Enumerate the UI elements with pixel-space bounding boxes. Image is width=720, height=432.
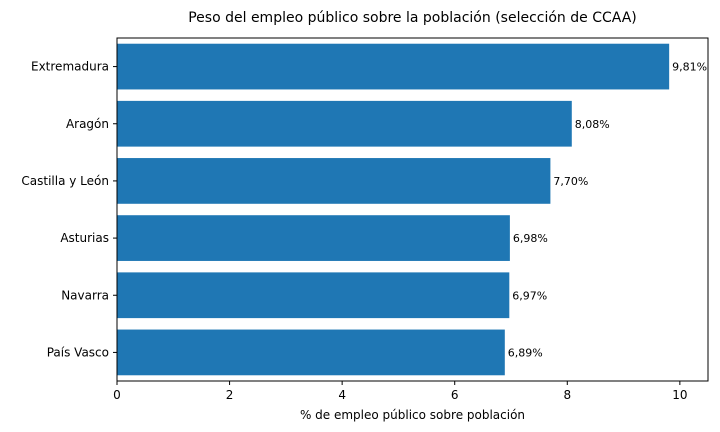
y-axis: Extremadura Aragón Castilla y León Asturias… (21, 60, 117, 359)
y-tick-label: País Vasco (47, 345, 109, 359)
x-tick-label: 0 (113, 388, 121, 402)
y-tick-label: Extremadura (31, 60, 109, 74)
y-tick-label: Aragón (66, 117, 109, 131)
y-tick-label: Asturias (60, 231, 109, 245)
x-tick-label: 6 (451, 388, 459, 402)
bar (117, 43, 670, 90)
x-tick-label: 2 (226, 388, 234, 402)
bar (117, 215, 510, 261)
data-labels-group: 9,81% 8,08% 7,70% 6,98% 6,97% 6,89% (508, 61, 707, 360)
x-tick-label: 4 (338, 388, 346, 402)
bars-group (117, 43, 670, 376)
x-tick-label: 10 (672, 388, 687, 402)
x-axis: 0 2 4 6 8 10 (113, 381, 687, 402)
bar (117, 158, 551, 204)
plot-frame (116, 37, 709, 382)
y-tick-label: Navarra (61, 288, 109, 302)
bar (117, 100, 572, 147)
data-label: 8,08% (575, 118, 610, 131)
chart-title: Peso del empleo público sobre la poblaci… (188, 10, 637, 26)
x-axis-label: % de empleo público sobre población (300, 408, 525, 422)
data-label: 6,89% (508, 346, 543, 359)
data-label: 9,81% (672, 61, 707, 74)
data-label: 6,98% (513, 232, 548, 245)
x-tick-label: 8 (563, 388, 571, 402)
bar (117, 329, 505, 376)
data-label: 7,70% (553, 175, 588, 188)
bar (117, 272, 510, 319)
y-tick-label: Castilla y León (21, 174, 109, 188)
data-label: 6,97% (512, 289, 547, 302)
